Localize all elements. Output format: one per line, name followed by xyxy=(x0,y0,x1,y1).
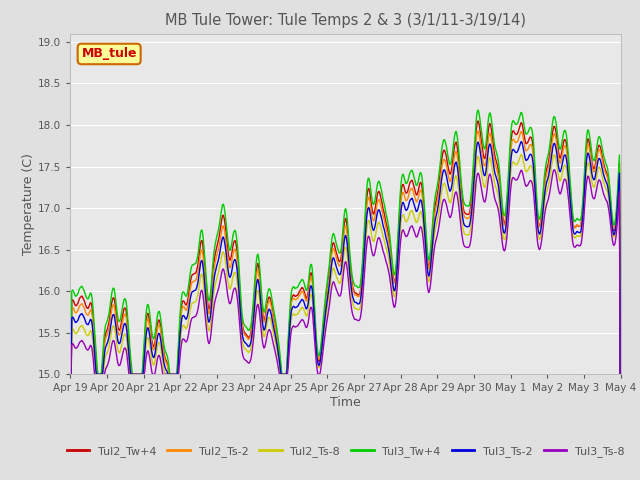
Text: MB_tule: MB_tule xyxy=(81,48,137,60)
Title: MB Tule Tower: Tule Temps 2 & 3 (3/1/11-3/19/14): MB Tule Tower: Tule Temps 2 & 3 (3/1/11-… xyxy=(165,13,526,28)
X-axis label: Time: Time xyxy=(330,396,361,409)
Y-axis label: Temperature (C): Temperature (C) xyxy=(22,153,35,255)
Legend: Tul2_Tw+4, Tul2_Ts-2, Tul2_Ts-8, Tul3_Tw+4, Tul3_Ts-2, Tul3_Ts-8: Tul2_Tw+4, Tul2_Ts-2, Tul2_Ts-8, Tul3_Tw… xyxy=(62,441,629,461)
